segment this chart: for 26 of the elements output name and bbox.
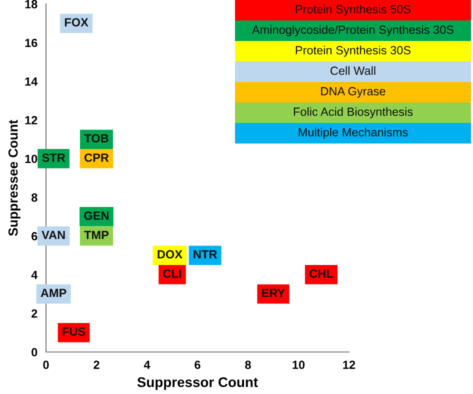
x-tick-label: 8 (245, 360, 251, 370)
y-tick-label: 16 (25, 38, 38, 48)
y-tick-label: 10 (25, 154, 38, 164)
y-tick-label: 2 (32, 309, 38, 318)
text: Multiple Mechanisms (298, 128, 408, 139)
y-tick-label: 6 (32, 232, 38, 240)
y-tick-label: 0 (32, 348, 38, 356)
y-tick-label: 12 (25, 116, 38, 124)
text: Aminoglycoside/Protein Synthesis 30S (252, 25, 454, 36)
x-tick-label: 0 (43, 360, 49, 370)
x-tick-label: 12 (343, 360, 356, 369)
text: Protein Synthesis 30S (296, 46, 411, 57)
y-tick-label: 4 (31, 270, 38, 279)
text: Cell Wall (330, 66, 376, 75)
y-tick-label: 8 (31, 193, 38, 202)
text: DNA Gyrase (321, 87, 386, 98)
y-tick-label: 14 (25, 77, 38, 86)
text: Folic Acid Biosynthesis (294, 107, 413, 118)
x-tick-label: 4 (144, 360, 150, 369)
x-axis-title: Suppressor Count (137, 377, 258, 390)
x-tick-label: 2 (94, 360, 100, 369)
text: Protein Synthesis 50S (296, 4, 411, 16)
x-tick-label: 10 (292, 360, 305, 370)
y-tick-label: 18 (25, 0, 38, 8)
x-tick-label: 6 (194, 360, 200, 370)
y-axis-title: Suppressee Count (8, 120, 20, 236)
